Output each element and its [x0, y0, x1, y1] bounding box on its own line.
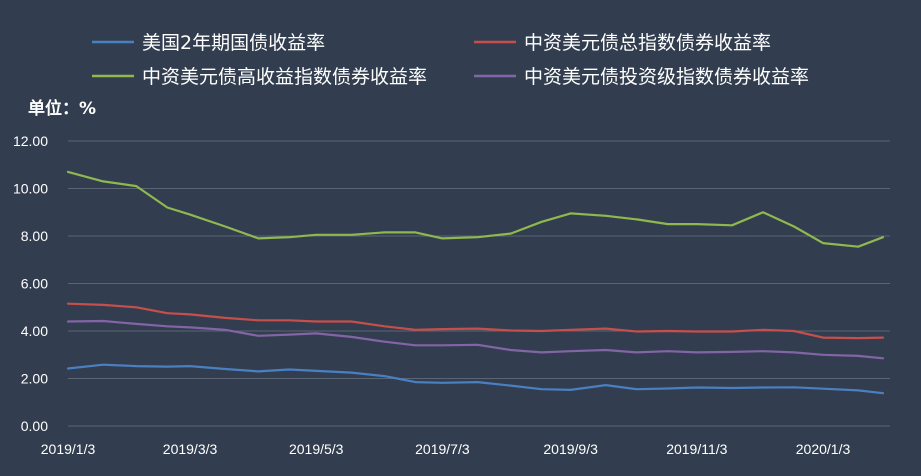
legend-item-investment-grade: 中资美元债投资级指数债券收益率: [474, 66, 809, 88]
x-axis-ticks: 2019/1/3 2019/3/3 2019/5/3 2019/7/3 2019/9/3…: [41, 441, 851, 457]
y-tick-label: 10.00: [13, 181, 48, 197]
series-line: [66, 302, 885, 340]
legend-item-high-yield: 中资美元债高收益指数债券收益率: [92, 66, 427, 88]
y-tick-label: 0.00: [21, 418, 48, 434]
y-tick-label: 8.00: [21, 228, 48, 244]
x-tick-label: 2019/1/3: [41, 441, 96, 457]
legend-item-total-index: 中资美元债总指数债券收益率: [474, 32, 771, 54]
legend-label: 美国2年期国债收益率: [142, 32, 325, 54]
unit-label: 单位：%: [28, 98, 96, 119]
series-line: [66, 319, 885, 360]
legend-item-us-2y: 美国2年期国债收益率: [92, 32, 325, 54]
legend-label: 中资美元债总指数债券收益率: [524, 32, 771, 54]
y-tick-label: 12.00: [13, 133, 48, 149]
y-tick-label: 6.00: [21, 276, 48, 292]
y-tick-label: 2.00: [21, 371, 48, 387]
x-tick-label: 2019/3/3: [163, 441, 218, 457]
x-tick-label: 2019/9/3: [543, 441, 598, 457]
x-tick-label: 2020/1/3: [796, 441, 851, 457]
y-tick-label: 4.00: [21, 323, 48, 339]
legend-label: 中资美元债投资级指数债券收益率: [524, 66, 809, 88]
x-tick-label: 2019/11/3: [666, 441, 727, 457]
series-line: [66, 363, 885, 395]
legend-label: 中资美元债高收益指数债券收益率: [142, 66, 427, 88]
x-tick-label: 2019/5/3: [289, 441, 344, 457]
series-lines: [66, 170, 885, 395]
x-tick-label: 2019/7/3: [415, 441, 470, 457]
y-axis-ticks: 0.00 2.00 4.00 6.00 8.00 10.00 12.00: [13, 133, 48, 434]
series-line: [66, 170, 885, 248]
legend: 美国2年期国债收益率 中资美元债总指数债券收益率 中资美元债高收益指数债券收益率…: [92, 32, 809, 88]
